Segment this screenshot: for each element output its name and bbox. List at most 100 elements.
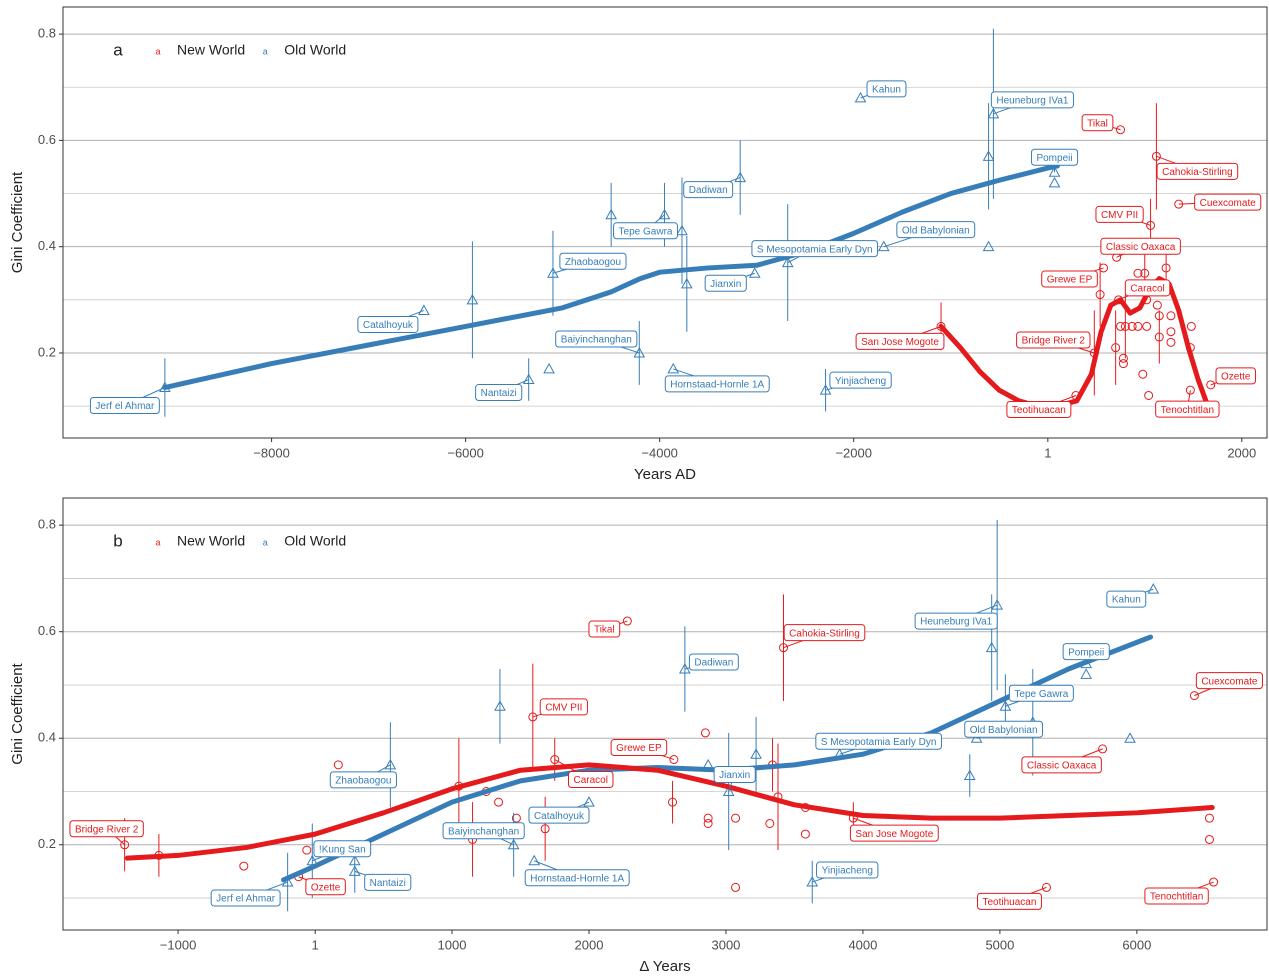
label-text: Pompeii	[1036, 153, 1072, 164]
label-box	[849, 824, 939, 842]
point-label: Jerf el Ahmar	[210, 889, 281, 907]
plot-background	[63, 498, 1267, 930]
point-label: Cuexcomate	[1194, 193, 1262, 211]
label-text: Tepe Gawra	[619, 226, 673, 237]
label-text: Dadiwan	[689, 185, 728, 196]
label-box	[896, 221, 976, 239]
label-text: Heuneburg IVa1	[996, 95, 1069, 106]
label-box	[964, 720, 1044, 738]
label-text: Cahokia-Stirling	[1162, 167, 1233, 178]
point	[765, 818, 775, 828]
point-label: Cahokia-Stirling	[1156, 162, 1239, 180]
point	[667, 362, 680, 374]
label-text: Tenochtitlan	[1150, 892, 1203, 903]
point	[1041, 882, 1051, 892]
label-text: Grewe EP	[1047, 275, 1093, 286]
point-label: Jerf el Ahmar	[89, 397, 160, 415]
label-box	[69, 820, 144, 838]
point-label: Jianxin	[704, 274, 747, 292]
y-axis-title: Gini Coefficient	[9, 662, 26, 764]
label-box	[815, 732, 942, 750]
x-tick-label: 4000	[848, 937, 877, 952]
label-box	[1144, 887, 1209, 905]
point-label: Dadiwan	[683, 181, 734, 199]
point	[583, 796, 595, 807]
point	[1095, 290, 1105, 300]
label-text: Yinjiacheng	[835, 376, 886, 387]
point-label: S Mesopotamia Early Dyn	[815, 732, 942, 750]
point-label: Bridge River 2	[1016, 331, 1091, 349]
point	[676, 224, 688, 236]
point	[982, 240, 995, 252]
point-label: Yinjiacheng	[816, 861, 879, 879]
x-tick-label: 3000	[711, 937, 740, 952]
label-box	[329, 771, 397, 789]
label-box	[1100, 237, 1181, 255]
point	[494, 797, 504, 807]
label-box	[1021, 756, 1102, 774]
point-label: Yinjiacheng	[829, 371, 892, 389]
point	[668, 797, 678, 807]
point-label: Tikal	[588, 620, 621, 638]
label-box	[977, 892, 1042, 910]
label-box	[664, 375, 770, 393]
y-tick-label: 0.8	[38, 26, 56, 41]
label-box	[539, 698, 588, 716]
label-box	[1062, 643, 1110, 661]
point-label: San Jose Mogote	[855, 332, 945, 350]
label-text: Classic Oaxaca	[1027, 761, 1097, 772]
point	[239, 861, 249, 871]
label-text: Kahun	[872, 85, 901, 96]
point	[302, 845, 312, 855]
point-label: Tenochtitlan	[1155, 400, 1220, 418]
point-label: Baiyinchanghan	[442, 822, 525, 840]
label-text: Hornstaad-Hornle 1A	[530, 873, 624, 884]
label-text: Tenochtitlan	[1161, 405, 1214, 416]
point-label: Bridge River 2	[69, 820, 144, 838]
label-box	[688, 653, 739, 671]
point	[540, 824, 550, 834]
label-box	[1030, 148, 1079, 166]
label-box	[816, 861, 879, 879]
label-text: Nantaizi	[481, 388, 517, 399]
label-text: Caracol	[1130, 283, 1164, 294]
label-box	[1006, 400, 1072, 418]
label-box	[610, 739, 668, 757]
point	[550, 755, 560, 765]
point-label: Tikal	[1081, 114, 1114, 132]
label-box	[89, 397, 160, 415]
point	[1133, 321, 1143, 331]
point-label: Hornstaad-Hornle 1A	[524, 869, 630, 887]
point-label: Baiyinchanghan	[555, 330, 638, 348]
legend-key: a	[263, 46, 268, 56]
point	[543, 362, 555, 374]
point	[1166, 337, 1176, 347]
point	[658, 208, 671, 220]
point	[522, 373, 535, 385]
y-axis-title: Gini Coefficient	[9, 171, 26, 273]
label-text: Classic Oaxaca	[1106, 242, 1176, 253]
label-text: Tikal	[1087, 118, 1108, 129]
label-text: Ozette	[311, 882, 341, 893]
point	[1166, 311, 1176, 321]
point-label: Tepe Gawra	[1008, 684, 1074, 702]
point	[991, 599, 1004, 610]
point	[348, 865, 361, 876]
plot-frame	[62, 497, 1268, 931]
point	[1185, 385, 1195, 395]
point-label: Grewe EP	[1041, 270, 1098, 288]
point	[384, 758, 397, 770]
point	[1204, 834, 1214, 844]
label-box	[683, 181, 734, 199]
point	[1161, 263, 1171, 273]
point-label: San Jose Mogote	[849, 824, 939, 842]
x-axis-title: Years AD	[634, 466, 696, 483]
label-box	[1194, 193, 1262, 211]
label-box	[1081, 114, 1114, 132]
y-tick-label: 0.6	[38, 623, 56, 638]
point	[1127, 321, 1137, 331]
label-text: San Jose Mogote	[861, 337, 939, 348]
point	[605, 208, 618, 220]
point-label: Nantaizi	[364, 873, 412, 891]
label-box	[475, 384, 523, 402]
